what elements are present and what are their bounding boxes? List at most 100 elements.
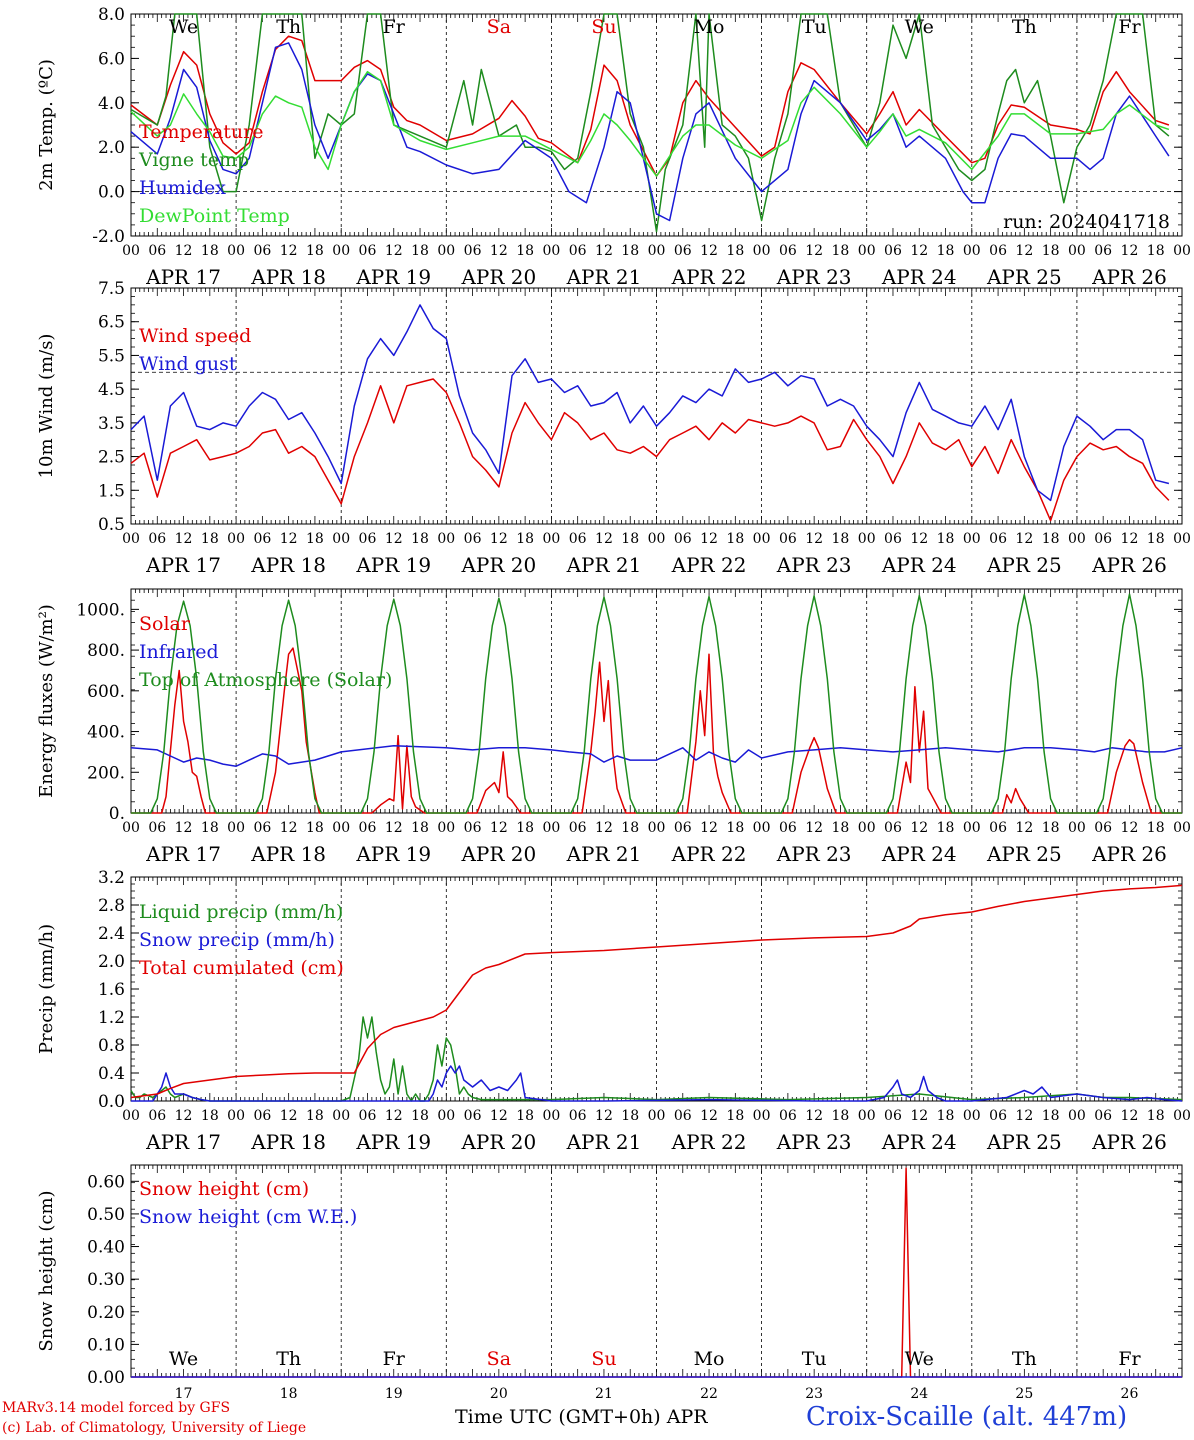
hour-tick-label: 00 bbox=[858, 1108, 876, 1124]
hour-tick-label: 12 bbox=[595, 243, 613, 259]
hour-tick-label: 18 bbox=[937, 820, 955, 836]
hour-tick-label: 12 bbox=[280, 243, 298, 259]
hour-tick-label: 18 bbox=[201, 820, 219, 836]
hour-tick-label: 18 bbox=[621, 243, 639, 259]
hour-tick-label: 18 bbox=[411, 243, 429, 259]
date-label: APR 26 bbox=[1091, 265, 1167, 289]
date-label: APR 23 bbox=[776, 553, 852, 577]
date-label: APR 23 bbox=[776, 842, 852, 866]
hour-tick-label: 18 bbox=[1042, 531, 1060, 547]
hour-tick-label: 18 bbox=[1042, 1108, 1060, 1124]
day-number-label: 18 bbox=[280, 1386, 298, 1402]
hour-tick-label: 06 bbox=[569, 1108, 587, 1124]
hour-tick-label: 06 bbox=[464, 243, 482, 259]
series-line-snow-precip-mm-h- bbox=[131, 1065, 1183, 1102]
legend-entry: DewPoint Temp bbox=[139, 205, 290, 227]
hour-tick-label: 00 bbox=[648, 1108, 666, 1124]
legend-entry: Snow height (cm) bbox=[139, 1178, 309, 1200]
hour-tick-label: 12 bbox=[700, 820, 718, 836]
hour-tick-label: 06 bbox=[464, 1108, 482, 1124]
hour-tick-label: 12 bbox=[910, 1108, 928, 1124]
hour-tick-label: 00 bbox=[963, 531, 981, 547]
y-tick-label: 2.8 bbox=[98, 896, 125, 916]
hour-tick-label: 00 bbox=[122, 531, 140, 547]
date-label: APR 22 bbox=[671, 1130, 747, 1154]
legend-entry: Wind speed bbox=[139, 325, 251, 347]
hour-tick-label: 18 bbox=[201, 1108, 219, 1124]
hour-tick-label: 18 bbox=[1147, 820, 1165, 836]
y-tick-label: 0.00 bbox=[87, 1368, 125, 1388]
hour-tick-label: 18 bbox=[516, 820, 534, 836]
hour-tick-label: 00 bbox=[753, 1108, 771, 1124]
y-tick-label: 7.5 bbox=[98, 279, 125, 299]
hour-tick-label: 00 bbox=[122, 1108, 140, 1124]
y-tick-label: 4.5 bbox=[98, 380, 125, 400]
date-label: APR 24 bbox=[881, 1130, 957, 1154]
hour-tick-label: 00 bbox=[963, 820, 981, 836]
weekday-label: Fr bbox=[1118, 16, 1141, 38]
series-line-temperature bbox=[130, 35, 1170, 177]
weekday-label: Su bbox=[591, 16, 616, 38]
hour-tick-label: 06 bbox=[989, 531, 1007, 547]
hour-tick-label: 06 bbox=[464, 820, 482, 836]
hour-tick-label: 06 bbox=[1094, 531, 1112, 547]
hour-tick-label: 06 bbox=[1094, 820, 1112, 836]
hour-tick-label: 18 bbox=[832, 531, 850, 547]
hour-tick-label: 18 bbox=[306, 1108, 324, 1124]
y-tick-label: 0.8 bbox=[98, 1036, 125, 1056]
date-label: APR 25 bbox=[986, 265, 1062, 289]
station-name: Croix-Scaille (alt. 447m) bbox=[806, 1402, 1128, 1432]
hour-tick-label: 06 bbox=[148, 820, 166, 836]
legend-entry: Infrared bbox=[139, 641, 219, 663]
legend-entry: Temperature bbox=[139, 121, 263, 143]
y-tick-label: 0.60 bbox=[87, 1172, 125, 1192]
hour-tick-label: 12 bbox=[385, 1108, 403, 1124]
hour-tick-label: 06 bbox=[359, 820, 377, 836]
date-label: APR 20 bbox=[460, 553, 536, 577]
hour-tick-label: 06 bbox=[569, 243, 587, 259]
hour-tick-label: 00 bbox=[753, 531, 771, 547]
series-line-infrared bbox=[130, 745, 1183, 767]
date-label: APR 22 bbox=[671, 842, 747, 866]
y-tick-label: 0.20 bbox=[87, 1303, 125, 1323]
y-tick-label: 2.5 bbox=[98, 448, 125, 468]
hour-tick-label: 18 bbox=[201, 243, 219, 259]
plot-frame-3 bbox=[130, 588, 1183, 814]
hour-tick-label: 00 bbox=[332, 531, 350, 547]
hour-tick-label: 12 bbox=[910, 531, 928, 547]
date-label: APR 26 bbox=[1091, 553, 1167, 577]
hour-tick-label: 18 bbox=[1147, 531, 1165, 547]
y-axis-title: Energy fluxes (W/m²) bbox=[36, 604, 57, 798]
hour-tick-label: 12 bbox=[280, 1108, 298, 1124]
hour-tick-label: 00 bbox=[1173, 820, 1191, 836]
legend-entry: Solar bbox=[139, 613, 191, 635]
hour-tick-label: 00 bbox=[963, 1108, 981, 1124]
y-tick-label: 1000. bbox=[76, 600, 125, 620]
hour-tick-label: 06 bbox=[884, 820, 902, 836]
hour-tick-label: 12 bbox=[595, 531, 613, 547]
y-tick-label: 1.5 bbox=[98, 481, 125, 501]
weekday-label: Th bbox=[276, 1348, 301, 1370]
hour-tick-label: 18 bbox=[621, 820, 639, 836]
y-tick-label: 200. bbox=[87, 763, 125, 783]
y-tick-label: 6.5 bbox=[98, 313, 125, 333]
hour-tick-label: 06 bbox=[674, 1108, 692, 1124]
hour-tick-label: 12 bbox=[385, 820, 403, 836]
hour-tick-label: 06 bbox=[674, 820, 692, 836]
hour-tick-label: 06 bbox=[148, 1108, 166, 1124]
hour-tick-label: 00 bbox=[437, 531, 455, 547]
series-line-humidex bbox=[130, 42, 1170, 222]
y-axis-title: 10m Wind (m/s) bbox=[36, 334, 57, 479]
y-tick-label: 6.0 bbox=[98, 49, 125, 69]
date-label: APR 21 bbox=[566, 1130, 642, 1154]
hour-tick-label: 12 bbox=[805, 531, 823, 547]
hour-tick-label: 06 bbox=[464, 531, 482, 547]
y-tick-label: 600. bbox=[87, 682, 125, 702]
day-number-label: 22 bbox=[700, 1386, 718, 1402]
hour-tick-label: 12 bbox=[805, 820, 823, 836]
hour-tick-label: 06 bbox=[674, 243, 692, 259]
legend-entry: Wind gust bbox=[139, 353, 237, 375]
date-label: APR 17 bbox=[145, 265, 221, 289]
hour-tick-label: 00 bbox=[227, 820, 245, 836]
legend-entry: Total cumulated (cm) bbox=[139, 957, 344, 979]
